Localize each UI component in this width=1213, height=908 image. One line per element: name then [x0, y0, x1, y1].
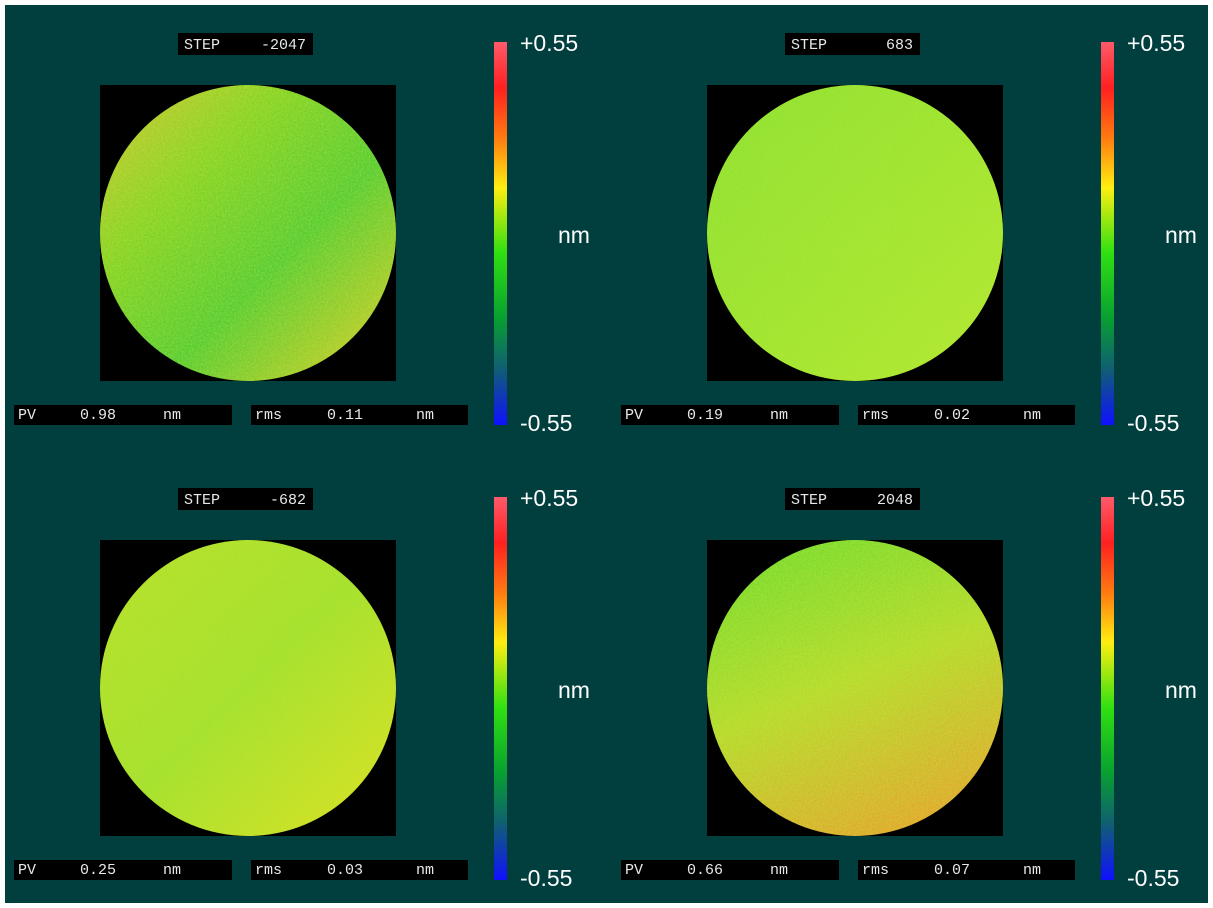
rms-box	[858, 405, 1075, 425]
step-value: 683	[886, 37, 913, 54]
scale-min: -0.55	[520, 410, 572, 436]
scale-max: +0.55	[1127, 30, 1185, 56]
step-box	[785, 33, 920, 55]
rms-label: rms	[255, 407, 282, 424]
rms-box	[251, 405, 468, 425]
rms-label: rms	[862, 407, 889, 424]
step-box	[178, 33, 313, 55]
panel: STEP 2048 +0.55 nm -0.55 PV 0.66 nm rms 0.07 nm	[621, 485, 1197, 891]
pv-label: PV	[625, 407, 643, 424]
pv-unit: nm	[770, 407, 788, 424]
step-label: STEP	[184, 37, 220, 54]
step-value: -682	[270, 492, 306, 509]
panel: STEP 683 +0.55 nm -0.55 PV 0.19 nm rms 0.02 nm	[621, 30, 1197, 436]
pv-box	[621, 860, 839, 880]
pv-value: 0.98	[80, 407, 116, 424]
rms-unit: nm	[416, 862, 434, 879]
pv-value: 0.25	[80, 862, 116, 879]
color-bar	[494, 42, 507, 425]
rms-box	[858, 860, 1075, 880]
color-bar	[494, 497, 507, 880]
scale-max: +0.55	[520, 485, 578, 511]
step-label: STEP	[791, 37, 827, 54]
scale-max: +0.55	[520, 30, 578, 56]
panel: STEP -682 +0.55 nm -0.55 PV 0.25 nm rms 0.03 nm	[14, 485, 590, 891]
step-box	[785, 488, 920, 510]
pv-label: PV	[18, 862, 36, 879]
rms-unit: nm	[416, 407, 434, 424]
step-box	[178, 488, 313, 510]
rms-value: 0.07	[934, 862, 970, 879]
pv-value: 0.66	[687, 862, 723, 879]
surface-texture	[100, 85, 396, 381]
scale-min: -0.55	[1127, 865, 1179, 891]
step-label: STEP	[184, 492, 220, 509]
pv-label: PV	[18, 407, 36, 424]
rms-label: rms	[862, 862, 889, 879]
pv-value: 0.19	[687, 407, 723, 424]
scale-min: -0.55	[520, 865, 572, 891]
pv-box	[14, 405, 232, 425]
pv-box	[14, 860, 232, 880]
scale-unit: nm	[1165, 222, 1197, 248]
step-label: STEP	[791, 492, 827, 509]
surface-texture	[707, 540, 1003, 836]
pv-box	[621, 405, 839, 425]
scale-unit: nm	[558, 677, 590, 703]
color-bar	[1101, 497, 1114, 880]
pv-unit: nm	[163, 862, 181, 879]
pv-unit: nm	[163, 407, 181, 424]
surface-texture	[100, 540, 396, 836]
pv-unit: nm	[770, 862, 788, 879]
rms-unit: nm	[1023, 407, 1041, 424]
rms-unit: nm	[1023, 862, 1041, 879]
step-value: 2048	[877, 492, 913, 509]
scale-unit: nm	[1165, 677, 1197, 703]
pv-label: PV	[625, 862, 643, 879]
rms-value: 0.11	[327, 407, 363, 424]
panel: STEP -2047 +0.55 nm -0.55 PV 0.98 nm rms 0.11 nm	[14, 30, 590, 436]
scale-max: +0.55	[1127, 485, 1185, 511]
rms-value: 0.03	[327, 862, 363, 879]
color-bar	[1101, 42, 1114, 425]
rms-box	[251, 860, 468, 880]
surface-texture	[707, 85, 1003, 381]
step-value: -2047	[261, 37, 306, 54]
scale-unit: nm	[558, 222, 590, 248]
rms-label: rms	[255, 862, 282, 879]
scale-min: -0.55	[1127, 410, 1179, 436]
rms-value: 0.02	[934, 407, 970, 424]
